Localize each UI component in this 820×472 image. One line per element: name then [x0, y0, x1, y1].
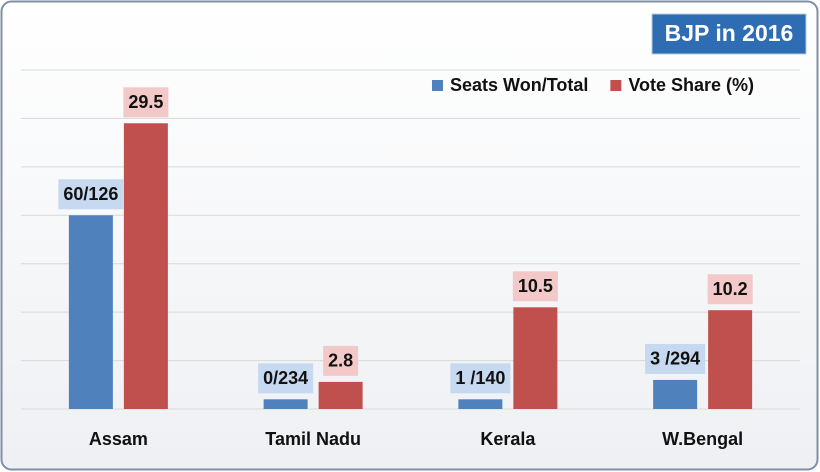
bar: [708, 310, 753, 409]
data-label-box: [323, 345, 359, 376]
data-label: 10.5: [518, 276, 553, 296]
x-tick-label: Assam: [89, 429, 148, 449]
data-label-box: [645, 343, 706, 374]
data-label: 2.8: [328, 351, 353, 371]
bar: [653, 379, 698, 409]
data-label: 1 /140: [455, 368, 505, 388]
chart-title: BJP in 2016: [665, 20, 794, 46]
data-label-box: [512, 271, 558, 302]
legend-swatch: [610, 80, 622, 91]
data-label: 0/234: [263, 368, 308, 388]
bar: [318, 381, 363, 409]
data-label-box: [258, 363, 314, 394]
data-label-box: [707, 274, 753, 305]
bar: [513, 307, 558, 409]
x-tick-label: Kerala: [480, 429, 536, 449]
bar: [68, 215, 113, 409]
legend-label: Vote Share (%): [628, 75, 754, 95]
bar: [263, 399, 308, 409]
data-label: 60/126: [63, 184, 118, 204]
legend-label: Seats Won/Total: [450, 75, 588, 95]
x-tick-label: Tamil Nadu: [265, 429, 361, 449]
title-box: [651, 13, 807, 55]
data-label-box: [123, 87, 169, 118]
bar: [123, 123, 168, 410]
legend-swatch: [432, 80, 443, 91]
x-tick-label: W.Bengal: [662, 429, 743, 449]
data-label-box: [450, 363, 511, 394]
data-label: 3 /294: [650, 349, 700, 369]
data-label: 29.5: [128, 92, 163, 112]
data-label-box: [58, 179, 124, 210]
data-label: 10.2: [713, 279, 748, 299]
bar: [458, 399, 503, 409]
